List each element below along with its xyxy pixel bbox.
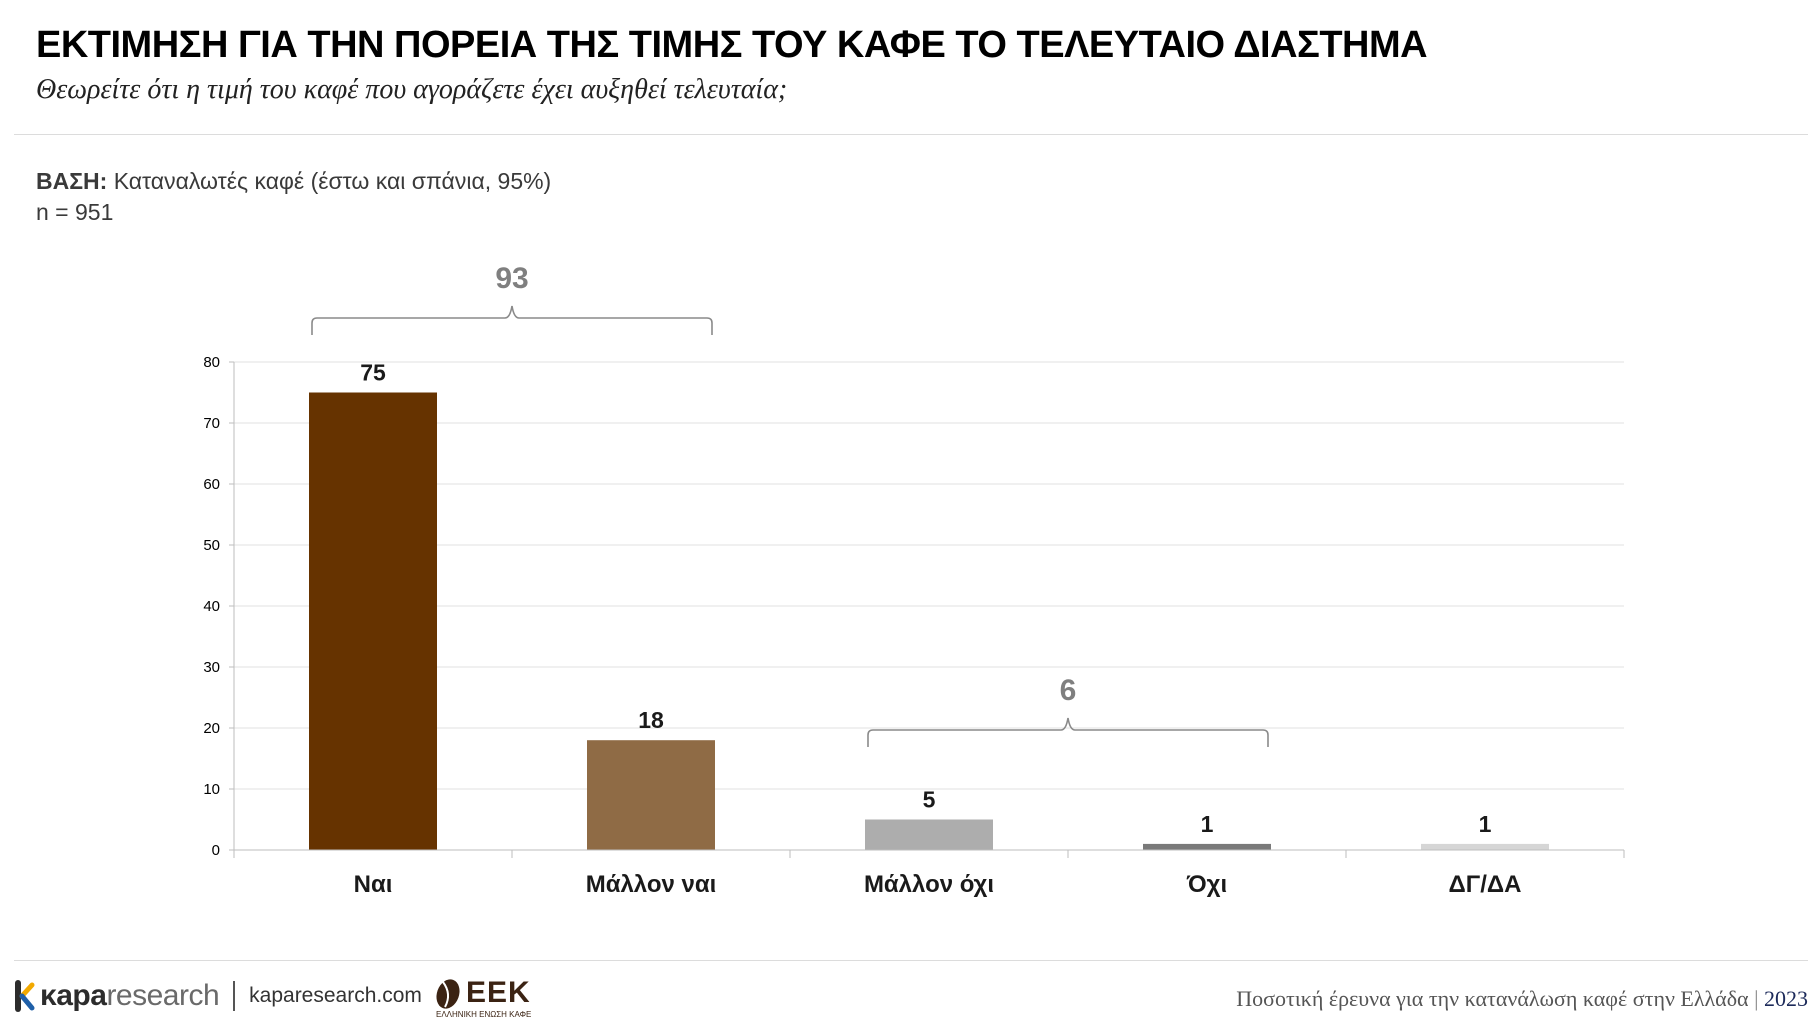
- footer-pipe: |: [1754, 986, 1759, 1011]
- y-tick-label: 50: [203, 537, 220, 554]
- group-bracket: [311, 305, 713, 335]
- page-subtitle: Θεωρείτε ότι η τιμή του καφέ που αγοράζε…: [36, 74, 788, 105]
- category-labels: Ναι Μάλλον ναι Μάλλον όχι Όχι ΔΓ/ΔΑ: [354, 871, 1522, 898]
- y-tick-label: 60: [203, 476, 220, 493]
- kapa-research-footer: κapa research kaparesearch.com: [14, 976, 422, 1016]
- data-labels: 75 18 5 1 1: [360, 360, 1491, 837]
- eek-logo-subtitle: ΕΛΛΗΝΙΚΗ ΕΝΩΣΗ ΚΑΦΕ: [436, 1010, 532, 1019]
- category-label: Μάλλον όχι: [864, 871, 994, 898]
- group-total-label: 93: [495, 262, 528, 295]
- bar: [1143, 843, 1271, 850]
- data-label: 18: [638, 707, 664, 733]
- y-tick-label: 30: [203, 659, 220, 676]
- y-tick-label: 10: [203, 781, 220, 798]
- data-label: 1: [1479, 811, 1492, 837]
- base-text: Καταναλωτές καφέ (έστω και σπάνια, 95%): [113, 168, 552, 194]
- y-tick-label: 80: [203, 354, 220, 371]
- coffee-bean-icon: [436, 979, 460, 1009]
- y-axis-ticks: 0 10 20 30 40 50 60 70 80: [203, 354, 235, 859]
- category-label: Όχι: [1186, 871, 1227, 898]
- y-tick-label: 70: [203, 415, 220, 432]
- eek-logo-text: ΕΕΚ: [466, 976, 531, 1009]
- y-tick-label: 20: [203, 720, 220, 737]
- survey-footer: Ποσοτική έρευνα για την κατανάλωση καφέ …: [1236, 986, 1808, 1012]
- page-title: ΕΚΤΙΜΗΣΗ ΓΙΑ ΤΗΝ ΠΟΡΕΙΑ ΤΗΣ ΤΙΜΗΣ ΤΟΥ ΚΑ…: [36, 24, 1428, 66]
- group-brackets: 93 6: [311, 262, 1269, 747]
- survey-title: Ποσοτική έρευνα για την κατανάλωση καφέ …: [1236, 986, 1749, 1011]
- base-label: ΒΑΣΗ:: [36, 168, 108, 194]
- survey-year: 2023: [1764, 986, 1808, 1011]
- header-divider: [14, 134, 1808, 135]
- bar: [1421, 843, 1549, 850]
- group-bracket: [867, 717, 1269, 747]
- category-label: Ναι: [354, 871, 393, 898]
- bar: [587, 740, 715, 850]
- kapa-url-link[interactable]: kaparesearch.com: [249, 984, 422, 1007]
- category-label: ΔΓ/ΔΑ: [1449, 871, 1522, 898]
- y-tick-label: 0: [212, 842, 220, 859]
- bar-chart: 0 10 20 30 40 50 60 70 80 75 18 5 1 1 Ναι Μάλλον ναι Μ…: [203, 262, 1625, 898]
- gridlines: [234, 361, 1624, 790]
- sample-size: n = 951: [36, 199, 114, 225]
- bar: [865, 819, 993, 850]
- kapa-brand: κapa: [40, 979, 107, 1012]
- kapa-logo-icon: [15, 980, 35, 1012]
- category-label: Μάλλον ναι: [586, 871, 717, 898]
- footer-separator: [233, 981, 236, 1011]
- base-description: ΒΑΣΗ: Καταναλωτές καφέ (έστω και σπάνια,…: [36, 168, 551, 195]
- research-brand: research: [106, 979, 220, 1012]
- data-label: 75: [360, 360, 386, 386]
- y-tick-label: 40: [203, 598, 220, 615]
- data-label: 1: [1201, 811, 1214, 837]
- bars: [309, 392, 1549, 850]
- bar: [309, 392, 437, 850]
- x-axis: [233, 849, 1625, 858]
- data-label: 5: [923, 787, 936, 813]
- group-total-label: 6: [1060, 674, 1077, 707]
- footer-divider: [14, 960, 1808, 961]
